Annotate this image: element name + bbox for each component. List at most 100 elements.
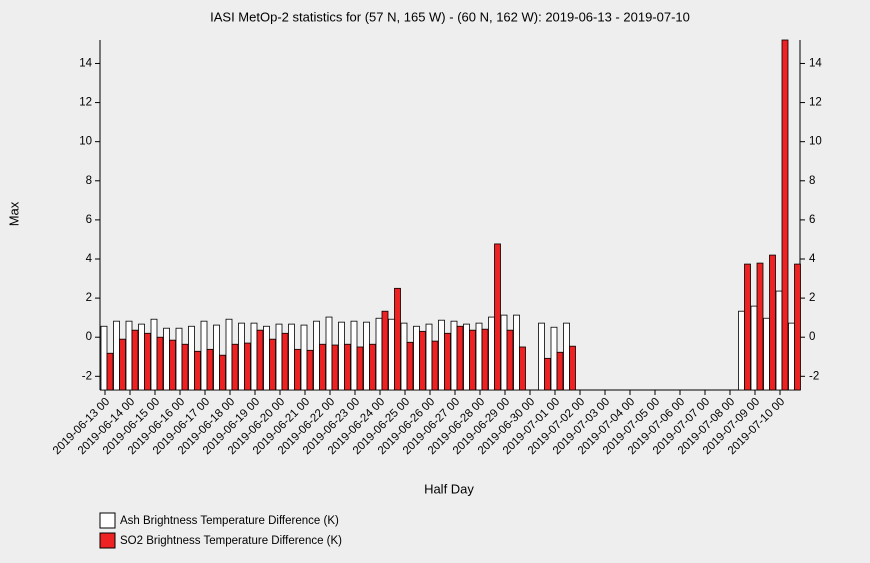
bar <box>550 326 558 391</box>
bar <box>275 323 283 391</box>
bar <box>325 316 333 391</box>
bar <box>131 329 139 391</box>
bar <box>400 322 408 391</box>
bar <box>444 332 451 391</box>
bar <box>500 314 508 391</box>
y2-tick-label: 2 <box>809 292 815 304</box>
bar <box>413 325 420 391</box>
bar <box>350 320 358 391</box>
bar <box>744 263 751 391</box>
bar <box>475 322 483 391</box>
bar <box>450 320 458 391</box>
bar <box>506 329 514 391</box>
bar <box>344 343 351 391</box>
bar <box>494 243 501 391</box>
bar <box>544 357 551 391</box>
y-tick-label: 6 <box>86 214 92 226</box>
y-tick-label: 2 <box>86 292 92 304</box>
bar <box>394 287 401 391</box>
bar <box>188 325 195 391</box>
legend-swatch <box>99 532 116 549</box>
bar <box>419 330 426 391</box>
bar <box>769 254 776 391</box>
bar <box>369 343 376 391</box>
bar <box>219 354 226 391</box>
y2-tick-label: 0 <box>809 331 815 343</box>
bar <box>438 319 445 391</box>
bar <box>238 322 245 391</box>
bar <box>375 317 383 391</box>
bar <box>231 343 239 391</box>
bar <box>138 323 145 391</box>
bar <box>775 290 783 391</box>
bar <box>100 325 108 391</box>
bar <box>331 344 339 391</box>
bar <box>756 262 764 391</box>
bar <box>169 339 176 391</box>
legend-label: Ash Brightness Temperature Difference (K… <box>120 515 339 527</box>
bar <box>256 329 264 391</box>
y-axis-label: Max <box>6 201 21 226</box>
bar <box>463 323 470 391</box>
bar <box>200 320 208 391</box>
bar <box>563 322 570 391</box>
bar <box>431 340 439 391</box>
bar <box>363 321 370 391</box>
bar <box>281 332 289 391</box>
y-tick-label: 4 <box>86 253 93 265</box>
bar <box>556 351 564 391</box>
bar <box>488 316 495 391</box>
y2-tick-label: 10 <box>809 136 822 148</box>
bar <box>250 322 258 391</box>
y2-tick-label: 8 <box>809 175 815 187</box>
legend-label: SO2 Brightness Temperature Difference (K… <box>120 535 342 547</box>
bar <box>288 323 295 391</box>
y-tick-label: 12 <box>79 97 92 109</box>
bar <box>125 320 133 391</box>
bar <box>356 346 364 391</box>
bar <box>569 345 576 391</box>
bar <box>244 342 251 391</box>
bar <box>338 321 345 391</box>
bar <box>481 328 489 391</box>
legend-swatch <box>99 512 116 529</box>
bar <box>469 329 476 391</box>
bar <box>538 322 545 391</box>
bar <box>763 317 770 391</box>
y-tick-label: 8 <box>86 175 92 187</box>
bar <box>150 318 158 391</box>
x-axis-label: Half Day <box>424 481 474 496</box>
chart-title: IASI MetOp-2 statistics for (57 N, 165 W… <box>210 9 690 24</box>
bar <box>306 349 314 391</box>
bar <box>213 324 220 391</box>
bar <box>294 348 301 391</box>
bar <box>106 352 114 391</box>
bar <box>738 310 745 391</box>
bar <box>175 327 183 391</box>
bar <box>794 263 801 391</box>
bar <box>144 332 151 391</box>
bar <box>425 323 433 391</box>
bar <box>406 341 414 391</box>
bar <box>163 327 170 391</box>
bar <box>300 324 308 391</box>
bar <box>313 320 320 391</box>
bar <box>319 343 326 391</box>
bar <box>113 320 120 391</box>
y-tick-label: -2 <box>82 370 92 382</box>
y-tick-label: 0 <box>86 331 92 343</box>
bar <box>781 39 789 391</box>
y-tick-label: 14 <box>79 57 92 69</box>
bar <box>156 336 164 391</box>
bar <box>456 325 464 391</box>
bar <box>381 310 389 391</box>
bar <box>519 346 526 391</box>
bar <box>388 318 395 391</box>
bar <box>194 350 201 391</box>
bar <box>206 348 214 391</box>
y2-tick-label: 12 <box>809 97 822 109</box>
y2-tick-label: 6 <box>809 214 815 226</box>
y-tick-label: 10 <box>79 136 92 148</box>
bar <box>225 318 233 391</box>
